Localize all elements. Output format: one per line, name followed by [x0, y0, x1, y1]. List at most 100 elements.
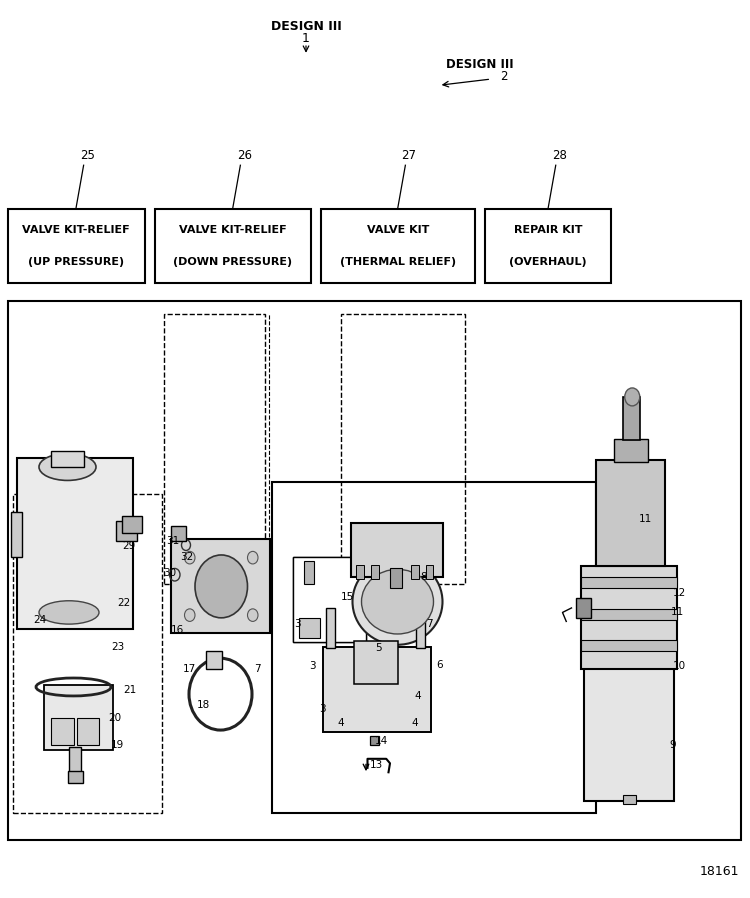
Text: 25: 25	[80, 149, 94, 162]
Ellipse shape	[39, 453, 96, 480]
Text: 5: 5	[375, 643, 382, 654]
Text: 18: 18	[196, 700, 210, 710]
Ellipse shape	[362, 569, 434, 634]
Bar	[390, 568, 402, 588]
Bar	[581, 566, 677, 669]
Bar	[304, 561, 314, 584]
Text: 30: 30	[164, 568, 177, 578]
Bar	[370, 736, 379, 745]
Circle shape	[248, 551, 258, 564]
Text: 31: 31	[166, 535, 180, 546]
Bar	[416, 608, 425, 648]
Bar	[326, 608, 335, 648]
Text: 14: 14	[375, 735, 388, 746]
Bar	[322, 647, 431, 732]
Text: 3: 3	[319, 704, 326, 715]
Circle shape	[248, 609, 258, 621]
Bar	[13, 494, 162, 813]
Bar	[206, 651, 222, 669]
Text: (OVERHAUL): (OVERHAUL)	[509, 257, 587, 268]
Text: 6: 6	[436, 659, 443, 670]
Bar	[122, 516, 142, 533]
Text: 13: 13	[370, 760, 383, 770]
Bar	[485, 209, 611, 283]
Bar	[69, 747, 81, 774]
Text: 16: 16	[171, 625, 184, 636]
Text: 4: 4	[415, 691, 422, 701]
Text: 19: 19	[111, 740, 125, 751]
Text: 7: 7	[426, 619, 433, 629]
Bar	[622, 795, 636, 804]
Bar	[426, 565, 433, 579]
Bar	[411, 565, 419, 579]
Bar	[8, 301, 741, 840]
Bar	[614, 439, 648, 462]
Text: (UP PRESSURE): (UP PRESSURE)	[28, 257, 124, 268]
Circle shape	[184, 551, 195, 564]
Bar	[581, 577, 677, 588]
Text: 2: 2	[500, 70, 508, 83]
Bar	[155, 209, 310, 283]
Ellipse shape	[39, 601, 99, 624]
Bar	[298, 618, 320, 638]
Text: 20: 20	[109, 713, 122, 724]
Bar	[68, 771, 82, 783]
Bar	[292, 557, 366, 642]
Text: 15: 15	[341, 592, 355, 603]
Bar	[356, 565, 364, 579]
Text: REPAIR KIT: REPAIR KIT	[514, 224, 583, 235]
Bar	[171, 539, 270, 633]
Text: 32: 32	[180, 551, 194, 562]
Circle shape	[184, 609, 195, 621]
Text: VALVE KIT: VALVE KIT	[367, 224, 429, 235]
Circle shape	[625, 388, 640, 406]
Text: 3: 3	[294, 619, 301, 629]
Text: 11: 11	[639, 514, 652, 524]
Bar	[16, 458, 133, 629]
Text: 29: 29	[122, 541, 136, 551]
Ellipse shape	[352, 559, 442, 645]
Bar	[581, 640, 677, 651]
Text: 4: 4	[411, 718, 418, 728]
Text: 12: 12	[673, 587, 686, 598]
Bar	[116, 521, 137, 541]
Text: 21: 21	[124, 684, 137, 695]
Bar	[341, 314, 465, 584]
Bar	[51, 451, 84, 467]
Bar	[292, 557, 366, 642]
Circle shape	[195, 555, 248, 618]
Bar	[596, 460, 665, 566]
Text: VALVE KIT-RELIEF: VALVE KIT-RELIEF	[179, 224, 286, 235]
Text: 27: 27	[402, 149, 417, 162]
Text: 22: 22	[118, 598, 131, 609]
Text: 7: 7	[254, 664, 261, 674]
Text: 18161: 18161	[699, 866, 739, 878]
Bar	[623, 397, 640, 440]
Text: DESIGN III: DESIGN III	[271, 21, 341, 33]
Bar	[171, 526, 186, 541]
Text: 28: 28	[552, 149, 567, 162]
Text: 9: 9	[670, 740, 676, 751]
Bar	[76, 718, 99, 745]
Bar	[351, 523, 442, 577]
Text: 1: 1	[302, 32, 310, 45]
Text: 4: 4	[338, 718, 344, 728]
Bar	[584, 668, 674, 801]
Text: (THERMAL RELIEF): (THERMAL RELIEF)	[340, 257, 456, 268]
Text: 24: 24	[33, 614, 46, 625]
Bar	[8, 209, 145, 283]
Text: 17: 17	[183, 664, 196, 674]
Text: (DOWN PRESSURE): (DOWN PRESSURE)	[173, 257, 292, 268]
Bar	[581, 609, 677, 620]
Text: 26: 26	[237, 149, 251, 162]
Text: VALVE KIT-RELIEF: VALVE KIT-RELIEF	[22, 224, 130, 235]
Bar	[321, 209, 475, 283]
Bar	[354, 641, 398, 684]
Bar	[576, 598, 591, 618]
Text: 10: 10	[673, 661, 686, 672]
Bar	[164, 314, 265, 584]
Text: 11: 11	[671, 607, 685, 618]
Bar	[371, 565, 379, 579]
Text: 23: 23	[111, 641, 125, 652]
Bar	[10, 512, 22, 557]
